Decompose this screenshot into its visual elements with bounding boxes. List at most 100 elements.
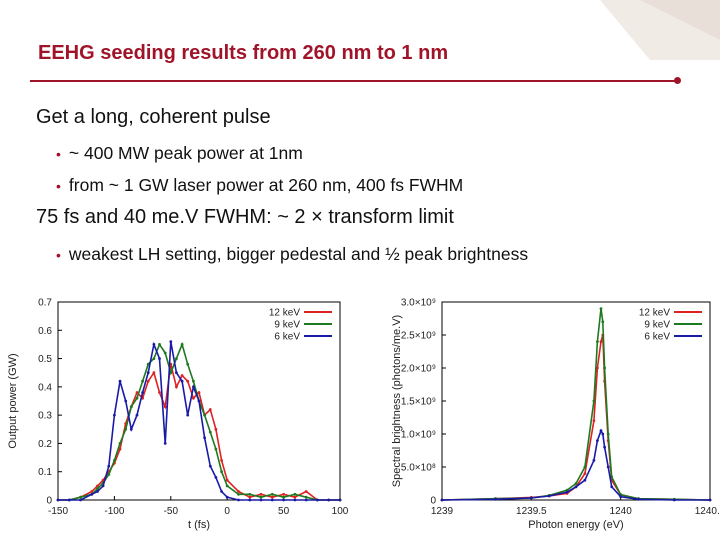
data-point bbox=[107, 473, 111, 476]
bullet-1: Get a long, coherent pulse bbox=[36, 106, 271, 128]
data-point bbox=[158, 391, 161, 394]
data-point bbox=[169, 340, 173, 343]
y-tick-label: 0.3 bbox=[38, 411, 52, 422]
data-point bbox=[259, 492, 263, 496]
data-point bbox=[146, 362, 150, 366]
x-tick-label: 1239 bbox=[431, 506, 454, 517]
bullet-5: • weakest LH setting, bigger pedestal and… bbox=[56, 244, 529, 264]
data-point bbox=[203, 413, 207, 417]
bullet-2: • ~ 400 MW peak power at 1nm bbox=[56, 143, 303, 163]
data-point bbox=[135, 413, 139, 417]
data-point bbox=[163, 351, 167, 355]
data-point bbox=[601, 320, 605, 324]
data-point bbox=[225, 495, 229, 499]
spectral-brightness-chart: 0 5.0×10⁸ 1.0×10⁹ 1.5×10⁹ 2.0×10⁹ 2.5×10⁹ 3.0×… bbox=[391, 298, 720, 532]
data-point bbox=[259, 495, 263, 499]
data-point bbox=[672, 498, 676, 502]
data-point bbox=[208, 464, 212, 468]
data-point bbox=[304, 490, 308, 493]
data-point bbox=[304, 495, 308, 499]
data-point bbox=[494, 497, 497, 501]
data-point bbox=[599, 340, 603, 343]
data-point bbox=[237, 492, 240, 496]
data-point bbox=[113, 459, 116, 462]
y-axis-label: Output power (GW) bbox=[7, 353, 19, 448]
data-point bbox=[214, 427, 218, 431]
data-point bbox=[146, 371, 150, 375]
x-axis-label: Photon energy (eV) bbox=[528, 519, 623, 531]
data-point bbox=[197, 399, 201, 403]
data-point bbox=[192, 396, 195, 400]
x-tick-label: 0 bbox=[224, 506, 230, 517]
data-point bbox=[113, 413, 116, 417]
legend-label: 6 keV bbox=[644, 332, 670, 343]
data-point bbox=[135, 396, 139, 400]
x-tick-label: 50 bbox=[278, 506, 290, 517]
data-point bbox=[327, 498, 331, 502]
output-power-chart: 0 0.1 0.2 0.3 0.4 0.5 0.6 0.7 -150 -100 -50 0 50 100 t… bbox=[7, 298, 349, 532]
y-tick-label: 0.4 bbox=[38, 382, 52, 393]
data-point bbox=[225, 484, 229, 488]
data-point bbox=[529, 496, 533, 500]
data-point bbox=[270, 492, 274, 496]
title-divider bbox=[30, 80, 680, 82]
data-point bbox=[547, 494, 551, 498]
data-point bbox=[603, 445, 606, 449]
series-line bbox=[58, 341, 340, 501]
data-point bbox=[96, 487, 99, 491]
data-point bbox=[79, 495, 82, 499]
bullet-4: 75 fs and 40 me.V FWHM: ~ 2 × transform … bbox=[36, 206, 454, 228]
data-point bbox=[440, 498, 444, 502]
legend-label: 9 keV bbox=[274, 320, 300, 331]
data-point bbox=[606, 432, 610, 436]
series-line bbox=[441, 428, 710, 501]
data-point bbox=[175, 371, 178, 375]
data-point bbox=[248, 492, 252, 496]
data-point bbox=[610, 485, 614, 489]
data-point bbox=[197, 391, 201, 394]
y-tick-label: 0 bbox=[46, 496, 52, 507]
data-point bbox=[158, 357, 161, 360]
data-point bbox=[163, 442, 167, 445]
data-point bbox=[129, 405, 133, 409]
data-point bbox=[708, 498, 712, 502]
data-point bbox=[304, 498, 308, 502]
data-point bbox=[152, 371, 156, 375]
x-axis-label: t (fs) bbox=[188, 519, 210, 531]
data-point bbox=[124, 399, 128, 403]
data-point bbox=[141, 391, 145, 394]
legend-label: 6 keV bbox=[274, 332, 300, 343]
data-point bbox=[270, 495, 274, 499]
data-point bbox=[574, 485, 578, 489]
x-tick-label: -150 bbox=[48, 506, 68, 517]
corner-decoration bbox=[600, 0, 720, 60]
data-point bbox=[214, 476, 218, 479]
legend-label: 9 keV bbox=[644, 320, 670, 331]
data-point bbox=[592, 419, 596, 423]
data-point bbox=[96, 490, 99, 493]
data-point bbox=[90, 490, 94, 493]
x-tick-label: 1239.5 bbox=[516, 506, 547, 517]
data-point bbox=[141, 379, 145, 383]
data-point bbox=[56, 498, 60, 502]
data-point bbox=[596, 439, 599, 442]
data-point bbox=[107, 464, 111, 468]
data-point bbox=[583, 478, 587, 482]
data-point bbox=[186, 362, 190, 366]
data-point bbox=[270, 498, 274, 502]
data-point bbox=[596, 340, 599, 343]
y-tick-label: 0.5 bbox=[38, 354, 52, 365]
data-point bbox=[565, 490, 569, 494]
data-point bbox=[610, 475, 614, 479]
data-point bbox=[192, 379, 195, 383]
data-point bbox=[248, 498, 252, 502]
data-point bbox=[619, 495, 623, 499]
y-tick-label: 3.0×10⁹ bbox=[401, 298, 436, 309]
data-point bbox=[90, 492, 94, 496]
legend-label: 12 keV bbox=[269, 308, 300, 319]
data-point bbox=[583, 465, 587, 469]
legend-label: 12 keV bbox=[639, 308, 670, 319]
data-point bbox=[118, 447, 122, 451]
data-point bbox=[592, 459, 596, 462]
data-point bbox=[599, 307, 603, 310]
